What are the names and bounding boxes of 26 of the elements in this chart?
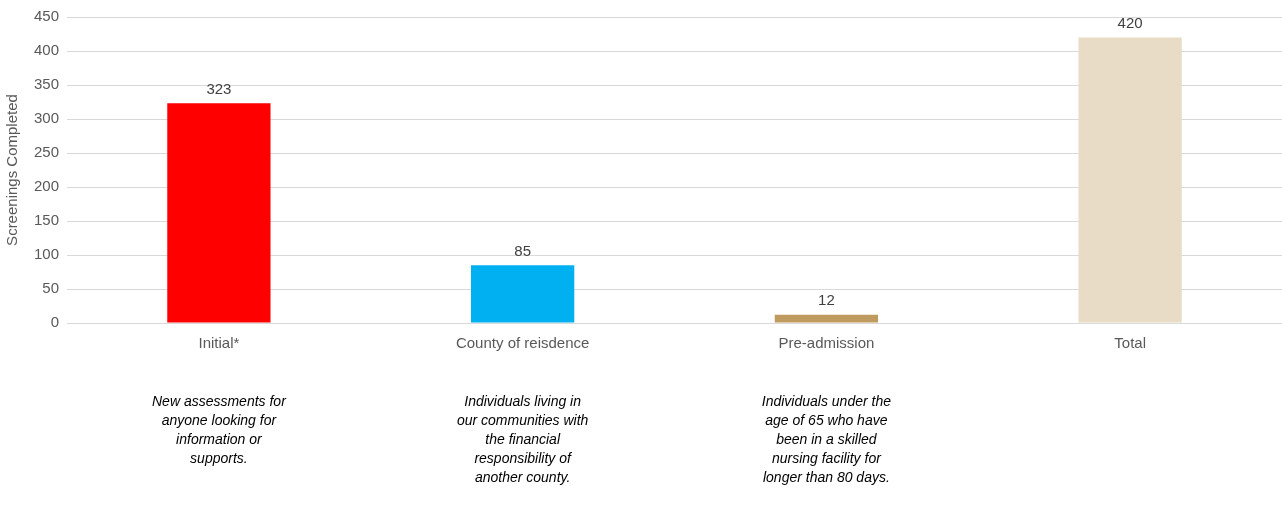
bar [167, 103, 271, 323]
y-tick-label: 150 [34, 211, 60, 229]
y-tick-label: 0 [50, 313, 60, 331]
y-tick-label: 450 [34, 7, 60, 25]
x-tick-label: Total [1114, 334, 1146, 352]
data-label: 420 [1117, 14, 1143, 32]
bar [1078, 37, 1182, 323]
y-tick-label: 250 [34, 143, 60, 161]
y-tick-label: 350 [34, 75, 60, 93]
y-tick-label: 400 [34, 41, 60, 59]
text: New assessments for anyone looking for information or supports. [151, 392, 288, 466]
x-tick-label: Initial* [198, 334, 240, 352]
y-axis-title: Screenings Completed [3, 94, 21, 246]
y-tick-label: 50 [42, 279, 60, 297]
text: Individuals living in our communities with the financial responsibility of another county. [456, 392, 589, 485]
data-label: 85 [514, 241, 531, 259]
bar [471, 265, 575, 323]
data-label: 323 [206, 80, 232, 97]
bar [774, 314, 879, 323]
text: Individuals under the age of 65 who have been in a skilled nursing facility for longer than 80 days. [761, 392, 892, 485]
x-tick-label: County of reisdence [455, 334, 590, 352]
data-label: 12 [818, 291, 835, 309]
x-tick-label: Pre-admission [778, 334, 875, 352]
y-tick-label: 200 [34, 177, 60, 195]
y-tick-label: 100 [34, 245, 60, 263]
y-tick-label: 300 [34, 109, 60, 127]
